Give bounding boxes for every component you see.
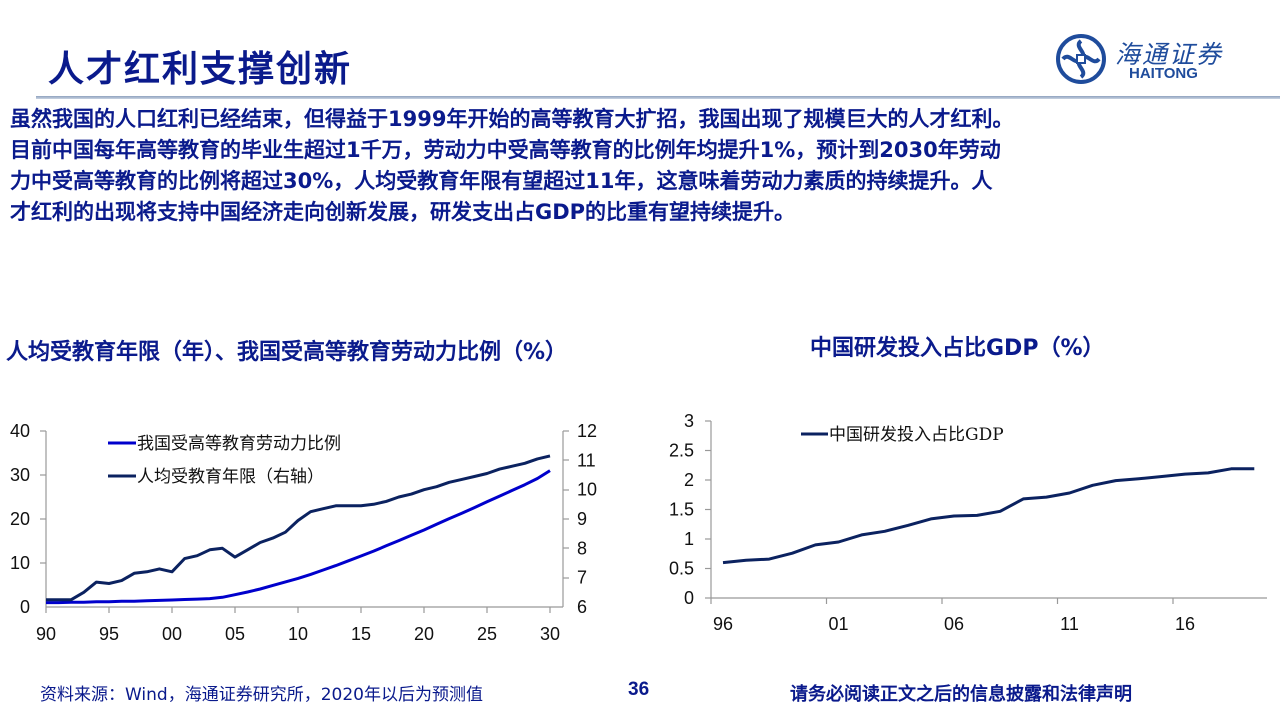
page-number: 36 bbox=[628, 679, 650, 700]
svg-text:0: 0 bbox=[684, 588, 694, 608]
svg-text:10: 10 bbox=[577, 480, 597, 500]
svg-text:8: 8 bbox=[577, 538, 587, 558]
legend-label: 中国研发投入占比GDP bbox=[829, 425, 1004, 445]
legend: 我国受高等教育劳动力比例 人均受教育年限（右轴） bbox=[108, 434, 341, 487]
svg-text:01: 01 bbox=[828, 614, 848, 634]
body-paragraph: 虽然我国的人口红利已经结束，但得益于1999年开始的高等教育大扩招，我国出现了规… bbox=[10, 104, 1278, 228]
series-line-rd-gdp bbox=[722, 467, 1255, 565]
body-line: 虽然我国的人口红利已经结束，但得益于1999年开始的高等教育大扩招，我国出现了规… bbox=[10, 107, 1014, 131]
svg-text:6: 6 bbox=[577, 597, 587, 617]
svg-text:20: 20 bbox=[10, 509, 30, 529]
svg-text:16: 16 bbox=[1175, 614, 1195, 634]
left-y-tick-labels: 0 10 20 30 40 bbox=[10, 421, 30, 617]
svg-text:9: 9 bbox=[577, 509, 587, 529]
svg-text:7: 7 bbox=[577, 568, 587, 588]
svg-text:30: 30 bbox=[10, 465, 30, 485]
title-divider bbox=[36, 96, 1280, 99]
x-ticks bbox=[710, 598, 1174, 604]
legend: 中国研发投入占比GDP bbox=[801, 425, 1004, 445]
svg-text:10: 10 bbox=[10, 553, 30, 573]
svg-text:1: 1 bbox=[684, 529, 694, 549]
page-title: 人才红利支撑创新 bbox=[48, 48, 353, 90]
series-line-schooling-years bbox=[46, 454, 551, 602]
right-y-tick-labels: 6 7 8 9 10 11 12 bbox=[577, 421, 597, 617]
y-ticks bbox=[705, 420, 711, 599]
haitong-swirl-logo-icon bbox=[1056, 34, 1106, 84]
logo-english-text: HAITONG bbox=[1129, 65, 1198, 82]
svg-text:2.5: 2.5 bbox=[669, 441, 694, 461]
svg-text:05: 05 bbox=[225, 624, 245, 644]
right-chart-title: 中国研发投入占比GDP（%） bbox=[810, 336, 1105, 361]
svg-text:95: 95 bbox=[99, 624, 119, 644]
svg-text:11: 11 bbox=[1060, 614, 1079, 634]
y-tick-labels: 0 0.5 1 1.5 2 2.5 3 bbox=[669, 411, 694, 608]
legend-label: 我国受高等教育劳动力比例 bbox=[137, 434, 341, 454]
svg-text:11: 11 bbox=[577, 450, 596, 470]
left-chart-title: 人均受教育年限（年）、我国受高等教育劳动力比例（%） bbox=[6, 340, 568, 365]
svg-text:40: 40 bbox=[10, 421, 30, 441]
svg-text:2: 2 bbox=[684, 470, 694, 490]
body-line: 目前中国每年高等教育的毕业生超过1千万，劳动力中受高等教育的比例年均提升1%，预… bbox=[10, 138, 1001, 162]
svg-text:12: 12 bbox=[577, 421, 597, 441]
x-tick-labels: 90 95 00 05 10 15 20 25 30 bbox=[36, 624, 560, 644]
right-y-axis bbox=[562, 430, 569, 607]
svg-text:15: 15 bbox=[351, 624, 371, 644]
svg-text:90: 90 bbox=[36, 624, 56, 644]
x-tick-labels: 96 01 06 11 16 bbox=[713, 614, 1195, 634]
svg-text:0: 0 bbox=[20, 597, 30, 617]
svg-text:10: 10 bbox=[288, 624, 308, 644]
svg-text:96: 96 bbox=[713, 614, 733, 634]
body-line: 才红利的出现将支持中国经济走向创新发展，研发支出占GDP的比重有望持续提升。 bbox=[10, 200, 796, 224]
haitong-logo: 海通证券 HAITONG bbox=[1055, 33, 1255, 85]
logo-chinese-text: 海通证券 bbox=[1115, 40, 1224, 69]
legend-label: 人均受教育年限（右轴） bbox=[137, 467, 324, 487]
svg-text:25: 25 bbox=[477, 624, 497, 644]
svg-text:20: 20 bbox=[414, 624, 434, 644]
svg-text:0.5: 0.5 bbox=[669, 559, 694, 579]
x-ticks bbox=[45, 607, 551, 613]
left-y-axis bbox=[40, 430, 47, 607]
svg-text:06: 06 bbox=[944, 614, 964, 634]
legal-disclaimer: 请务必阅读正文之后的信息披露和法律声明 bbox=[790, 684, 1132, 705]
body-line: 力中受高等教育的比例将超过30%，人均受教育年限有望超过11年，这意味着劳动力素… bbox=[10, 169, 993, 193]
svg-text:00: 00 bbox=[162, 624, 182, 644]
svg-text:30: 30 bbox=[540, 624, 560, 644]
svg-text:1.5: 1.5 bbox=[669, 500, 694, 520]
source-note: 资料来源：Wind，海通证券研究所，2020年以后为预测值 bbox=[40, 685, 483, 705]
svg-text:3: 3 bbox=[684, 411, 694, 431]
rd-gdp-chart: 0 0.5 1 1.5 2 2.5 3 96 01 06 11 16 中国研发投入占比GDP bbox=[669, 411, 1267, 634]
series-line-higher-ed-ratio bbox=[46, 469, 551, 605]
